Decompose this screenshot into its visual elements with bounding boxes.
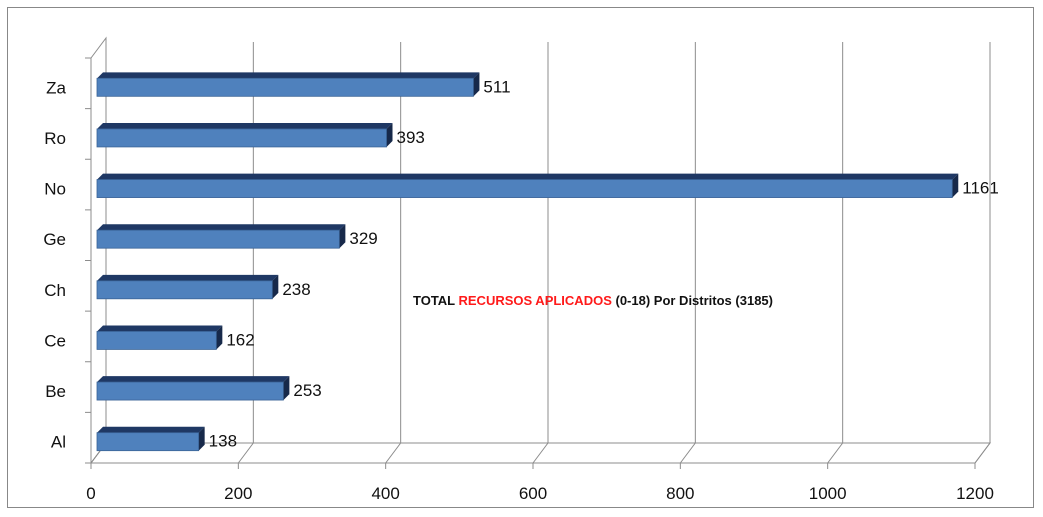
value-label: 138 — [209, 432, 237, 451]
grid-line — [974, 42, 991, 464]
bar-side-face — [339, 224, 346, 249]
bar-side-face — [198, 426, 205, 451]
grid-line — [827, 42, 844, 464]
bars — [96, 72, 959, 452]
bar-front-face — [96, 179, 953, 198]
bar-front-face — [96, 432, 200, 452]
bar-top-face — [97, 376, 290, 383]
grid-lines — [90, 42, 991, 469]
category-label: Al — [51, 433, 66, 452]
value-label: 162 — [226, 330, 254, 349]
value-label: 393 — [397, 128, 425, 147]
bar-front-face — [96, 77, 474, 97]
category-label: Be — [45, 382, 66, 401]
category-label: Za — [46, 78, 66, 97]
x-tick-label: 200 — [224, 484, 252, 503]
bar-front-face — [96, 229, 340, 249]
bar-side-face — [283, 376, 290, 401]
x-tick-label: 1200 — [956, 484, 994, 503]
bar-top-face — [97, 274, 279, 281]
x-tick-label: 400 — [371, 484, 399, 503]
x-tick-label: 600 — [519, 484, 547, 503]
bar-side-face — [272, 274, 279, 299]
grid-line — [385, 42, 402, 464]
bar-top-face — [97, 224, 346, 231]
x-tick-label: 0 — [86, 484, 95, 503]
bar-ce — [96, 325, 223, 350]
bar-no — [96, 173, 959, 198]
bar-ch — [96, 274, 279, 300]
bar-front-face — [96, 128, 387, 148]
bar-front-face — [96, 381, 284, 401]
x-tick-label: 1000 — [809, 484, 847, 503]
category-label: Ch — [44, 281, 66, 300]
value-label: 329 — [349, 229, 377, 248]
value-labels: 138 253 162 238 329 1161 393 511 — [209, 77, 999, 450]
annotation-highlight: RECURSOS APLICADOS — [458, 293, 612, 308]
annotation-part3: (0-18) Por Distritos (3185) — [611, 293, 773, 308]
x-tick-labels: 0 200 400 600 800 1000 1200 — [86, 484, 994, 503]
value-label: 1161 — [962, 179, 999, 198]
category-labels: Al Be Ce Ch Ge No Ro Za — [43, 78, 66, 451]
grid-line — [532, 42, 549, 464]
bar-side-face — [952, 173, 959, 198]
bar-side-face — [386, 122, 393, 147]
bar-ro — [96, 122, 393, 148]
value-label: 511 — [483, 77, 510, 96]
value-label: 238 — [282, 280, 310, 299]
grid-line — [679, 42, 696, 464]
category-label: Ce — [44, 331, 66, 350]
category-label: No — [44, 180, 66, 199]
bar-top-face — [97, 122, 393, 129]
bar-top-face — [97, 173, 959, 180]
category-label: Ge — [43, 230, 66, 249]
bar-side-face — [216, 325, 223, 350]
value-label: 253 — [293, 381, 321, 400]
x-tick-label: 800 — [666, 484, 694, 503]
bar-al — [96, 426, 205, 452]
category-label: Ro — [44, 129, 66, 148]
chart-annotation: TOTAL RECURSOS APLICADOS (0-18) Por Dist… — [413, 293, 773, 308]
bar-za — [96, 72, 480, 97]
bar-side-face — [473, 72, 480, 97]
bar-front-face — [96, 280, 273, 300]
bar-top-face — [97, 426, 205, 433]
annotation-part1: TOTAL — [413, 293, 459, 308]
bar-be — [96, 376, 290, 401]
bar-ge — [96, 224, 346, 249]
bar-top-face — [97, 325, 223, 332]
bar-top-face — [97, 72, 480, 79]
bar-front-face — [96, 331, 217, 350]
